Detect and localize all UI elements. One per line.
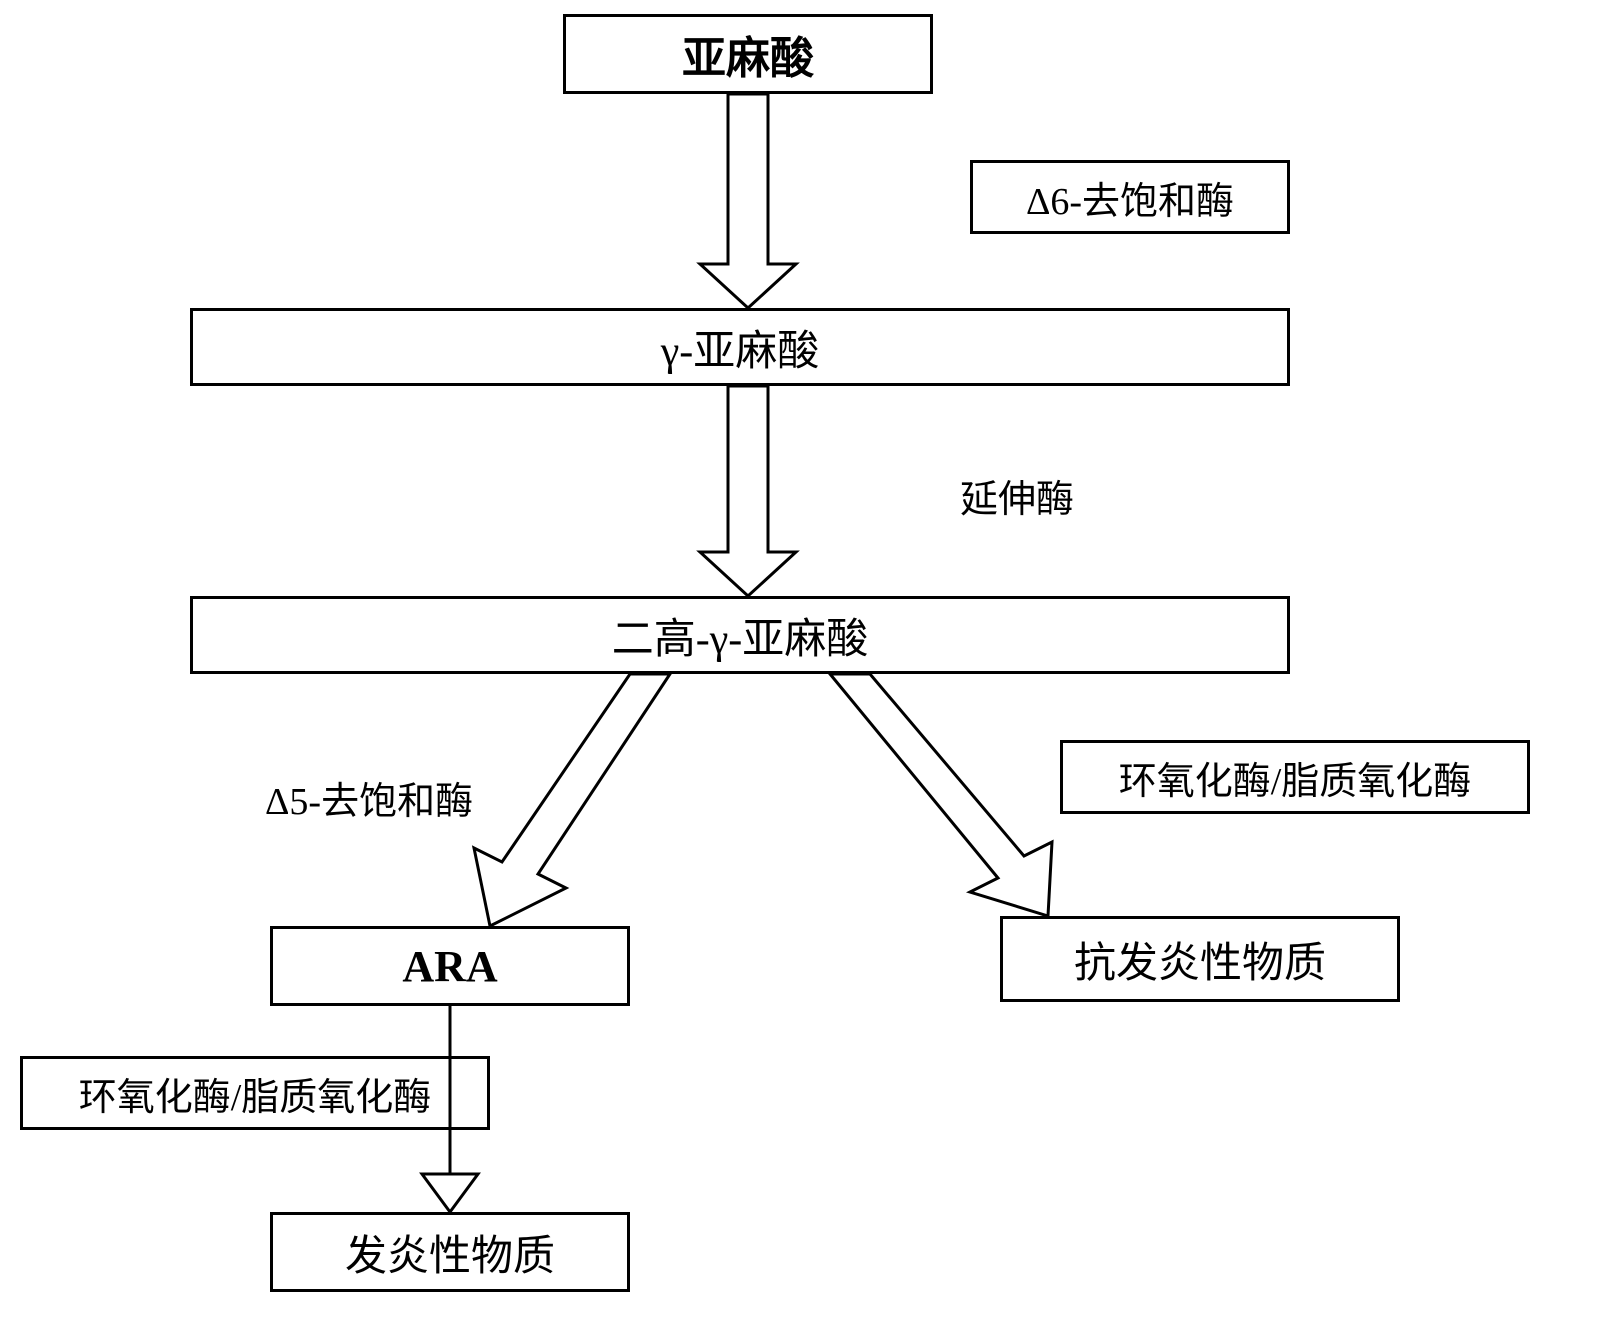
node-label: 发炎性物质 — [345, 1222, 555, 1283]
node-anti-inflammatory: 抗发炎性物质 — [1000, 916, 1400, 1002]
enzyme-label: 环氧化酶/脂质氧化酶 — [79, 1066, 432, 1121]
enzyme-elongase: 延伸酶 — [960, 468, 1074, 523]
node-inflammatory: 发炎性物质 — [270, 1212, 630, 1292]
node-ara: ARA — [270, 926, 630, 1006]
enzyme-delta6-desaturase: Δ6-去饱和酶 — [970, 160, 1290, 234]
node-label: γ-亚麻酸 — [661, 317, 820, 378]
enzyme-label: Δ6-去饱和酶 — [1026, 170, 1234, 225]
node-label: ARA — [402, 941, 497, 992]
arrow-n3-n5 — [820, 674, 1120, 916]
node-linolenic-acid: 亚麻酸 — [563, 14, 933, 94]
enzyme-label: 延伸酶 — [960, 479, 1074, 521]
node-label: 抗发炎性物质 — [1074, 929, 1326, 990]
node-label: 二高-γ-亚麻酸 — [612, 605, 869, 666]
arrow-n1-n2 — [700, 94, 796, 308]
node-dihomo-gamma-linolenic-acid: 二高-γ-亚麻酸 — [190, 596, 1290, 674]
node-label: 亚麻酸 — [682, 22, 814, 86]
node-gamma-linolenic-acid: γ-亚麻酸 — [190, 308, 1290, 386]
flowchart-canvas: 亚麻酸 γ-亚麻酸 二高-γ-亚麻酸 ARA 抗发炎性物质 发炎性物质 Δ6-去… — [0, 0, 1623, 1318]
arrow-n2-n3 — [700, 386, 796, 596]
enzyme-cox-lox-right: 环氧化酶/脂质氧化酶 — [1060, 740, 1530, 814]
enzyme-label: 环氧化酶/脂质氧化酶 — [1119, 750, 1472, 805]
arrow-n4-n6 — [418, 1006, 482, 1212]
arrow-n3-n4 — [420, 674, 680, 926]
